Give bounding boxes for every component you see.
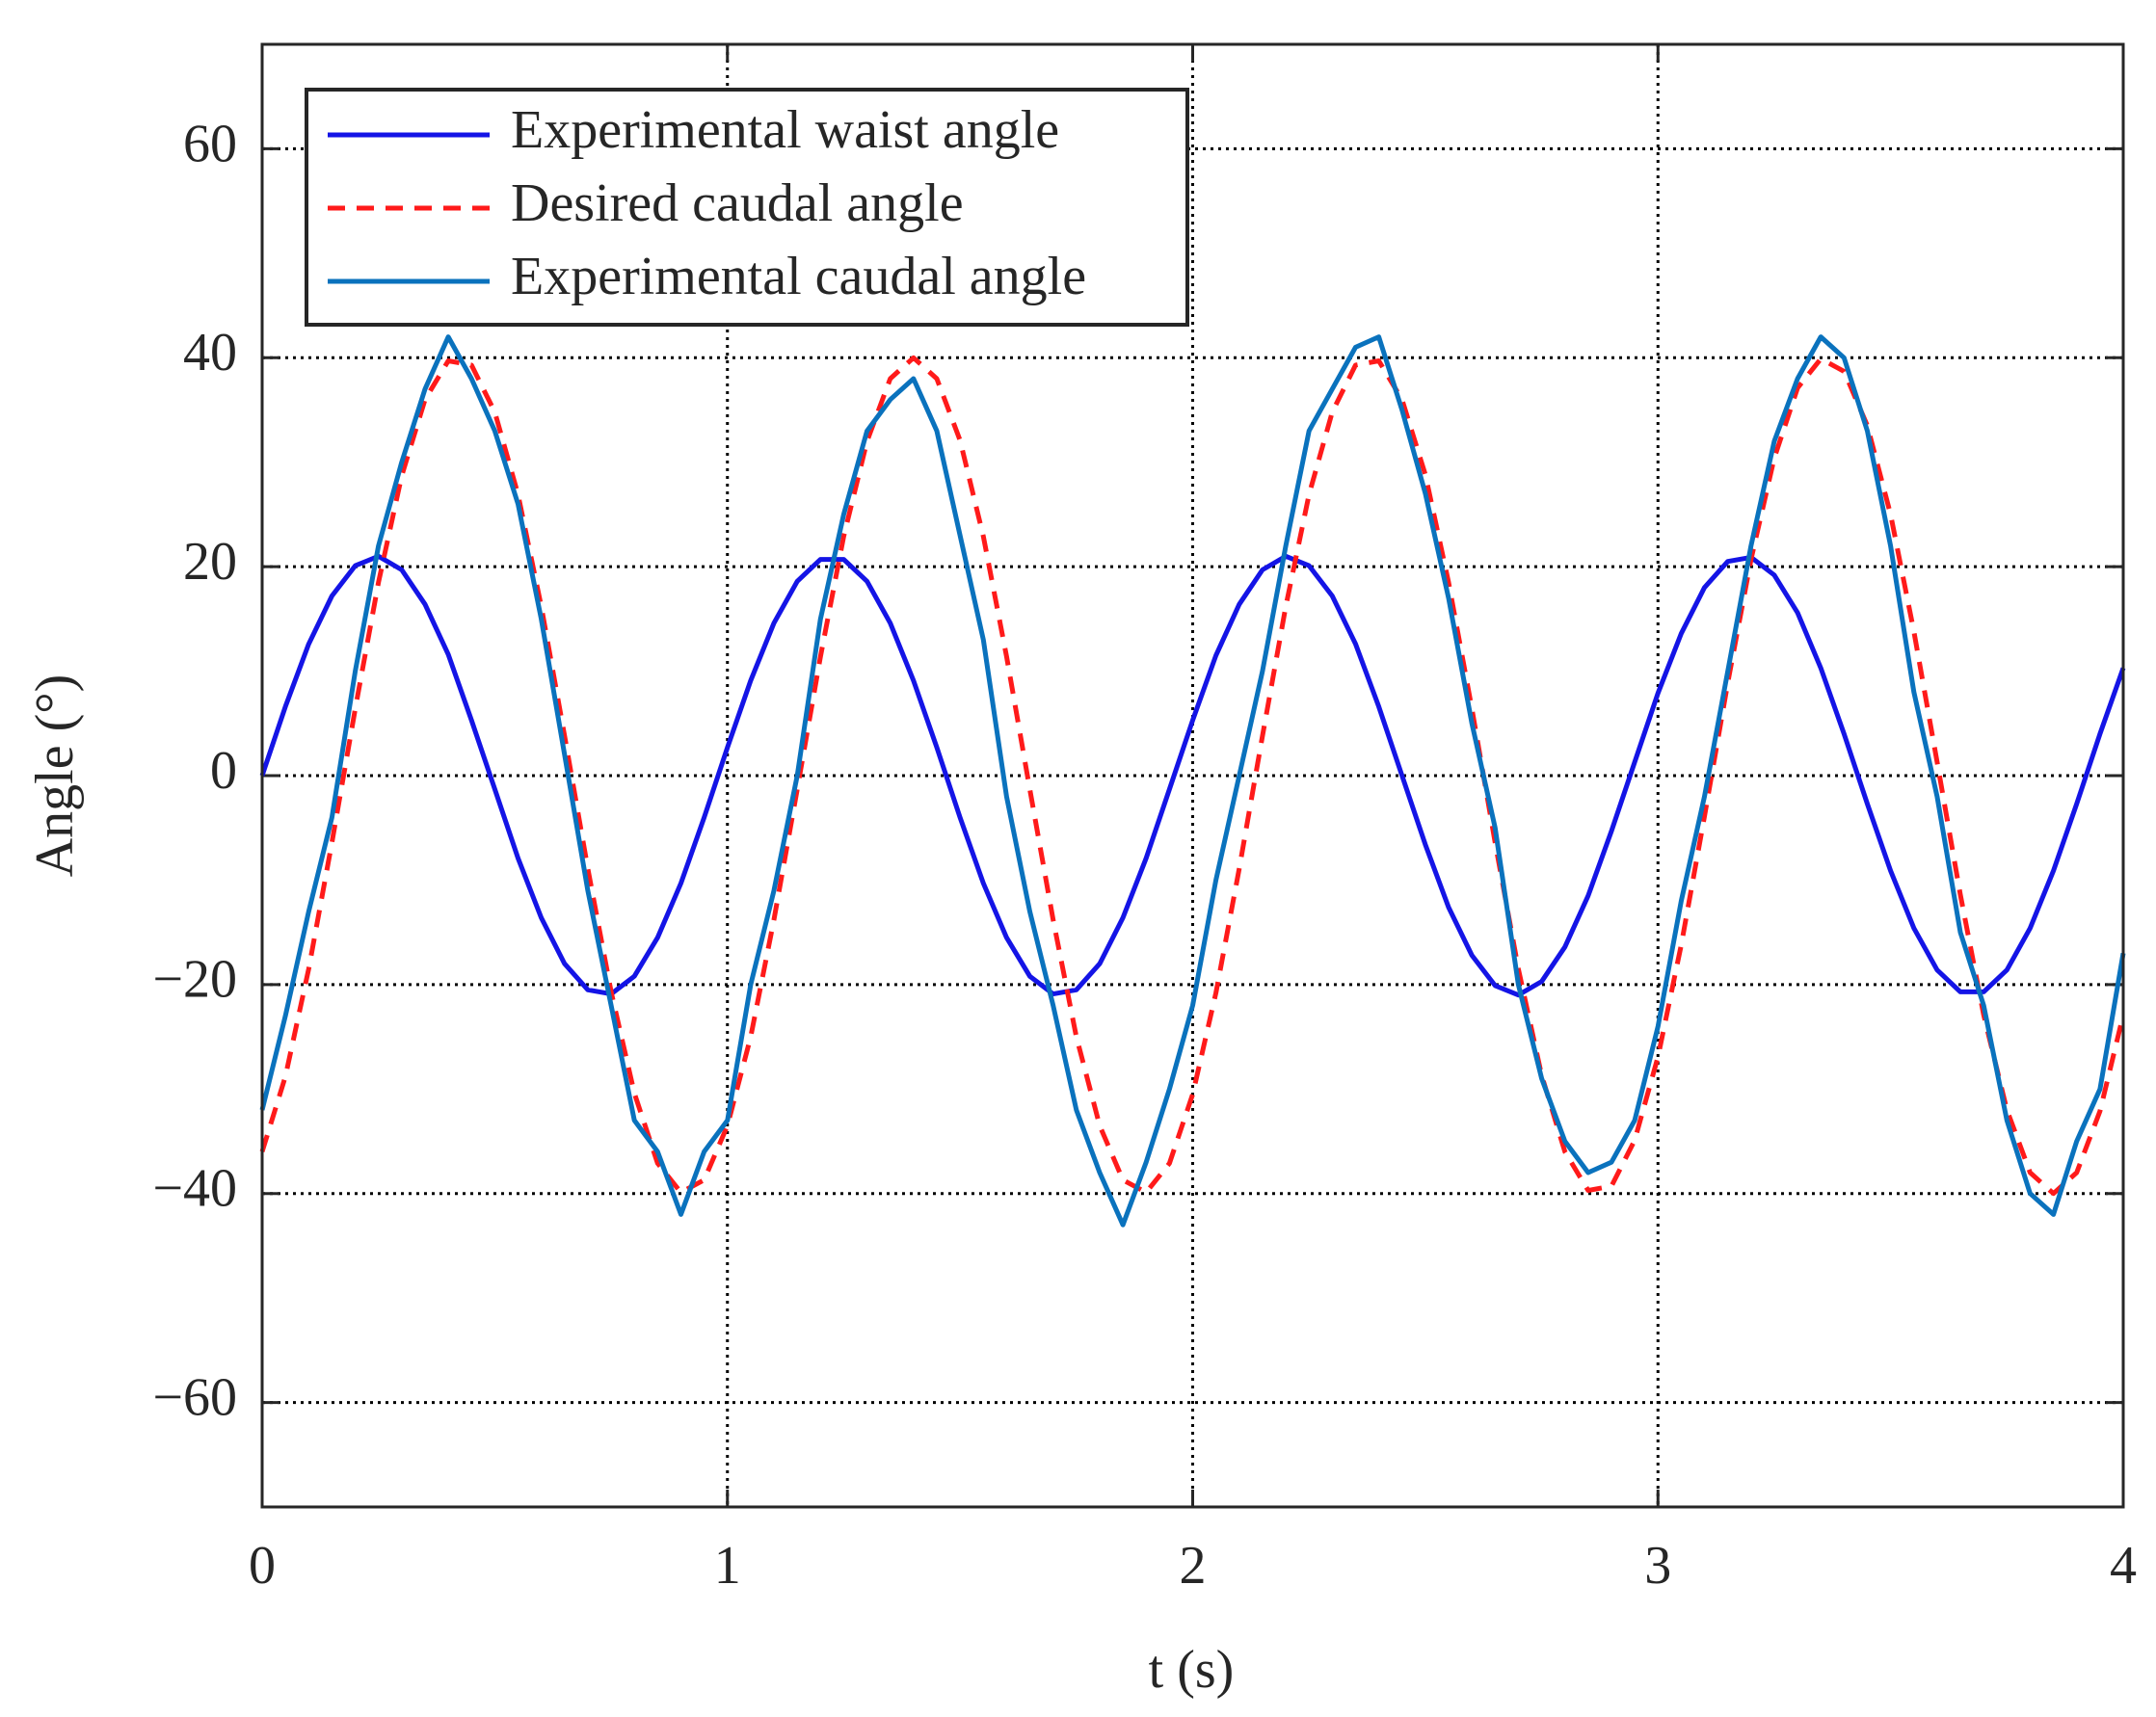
x-axis-label: t (s)	[1149, 1640, 1235, 1700]
plot-frame	[260, 42, 2125, 1509]
x-tick-label: 1	[714, 1536, 741, 1596]
legend-label: Desired caudal angle	[511, 173, 964, 233]
legend-label: Experimental waist angle	[511, 100, 1059, 160]
x-tick-label: 2	[1180, 1536, 1207, 1596]
x-tick-label: 4	[2110, 1536, 2137, 1596]
y-tick-label: 20	[183, 532, 237, 592]
y-tick-label: 60	[183, 114, 237, 173]
y-tick-label: 0	[210, 741, 237, 801]
data-line	[259, 553, 2126, 998]
y-tick-label: −60	[152, 1367, 237, 1427]
x-tick-label: 3	[1644, 1536, 1671, 1596]
y-tick-label: −20	[152, 950, 237, 1010]
y-axis-label: Angle (°)	[25, 674, 85, 878]
y-tick-label: 40	[183, 323, 237, 383]
y-tick-label: −40	[152, 1159, 237, 1219]
legend-label: Experimental caudal angle	[511, 247, 1086, 306]
data-line	[259, 355, 2126, 1197]
data-line	[259, 334, 2126, 1228]
x-tick-label: 0	[249, 1536, 276, 1596]
